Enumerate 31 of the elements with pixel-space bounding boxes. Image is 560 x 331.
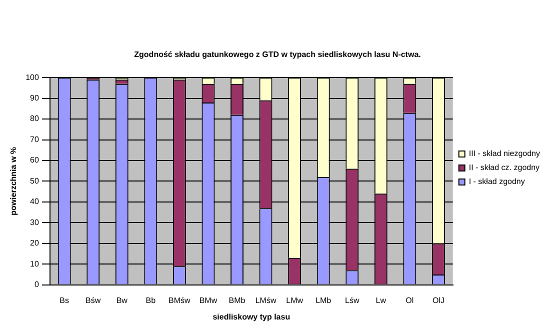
x-tick-label: LMśw [255, 296, 276, 305]
y-axis-title: powierzchnia w % [9, 146, 18, 216]
x-tick-label: Lw [376, 296, 386, 305]
legend-label: III - skład niezgodny [468, 149, 540, 158]
x-tick-label: LMb [316, 296, 332, 305]
x-tick-label: Bw [116, 296, 128, 305]
x-tick-label: Bb [146, 296, 156, 305]
x-tick-label: LMw [286, 296, 304, 305]
x-tick-label: Ol [406, 296, 414, 305]
y-tick-label: 80 [30, 114, 40, 124]
y-tick-label: 30 [30, 218, 40, 227]
y-tick-label: 0 [34, 280, 40, 290]
legend-label: II - skład cz. zgodny [468, 163, 540, 172]
y-tick-label: 70 [30, 134, 40, 144]
x-tick-label: BMb [228, 296, 246, 305]
y-tick-label: 90 [30, 94, 40, 103]
y-tick-label: 100 [26, 72, 40, 82]
x-tick-label: Bs [60, 296, 70, 305]
y-tick-label: 40 [30, 197, 40, 206]
x-tick-label: BMw [199, 296, 218, 305]
y-tick-label: 20 [30, 238, 40, 248]
x-tick-label: OlJ [432, 296, 444, 305]
y-tick-label: 60 [30, 156, 40, 165]
y-tick-label: 50 [30, 176, 40, 186]
y-tick-label: 10 [30, 259, 40, 268]
chart-title: Zgodność składu gatunkowego z GTD w typach siedliskowych lasu N-ctwa. [134, 50, 421, 60]
legend-label: I - skład zgodny [468, 177, 525, 186]
x-tick-label: Lśw [345, 296, 360, 305]
x-tick-label: BMśw [168, 296, 191, 305]
x-tick-label: Bśw [86, 296, 101, 305]
x-axis-title: siedliskowy typ lasu [212, 312, 290, 322]
